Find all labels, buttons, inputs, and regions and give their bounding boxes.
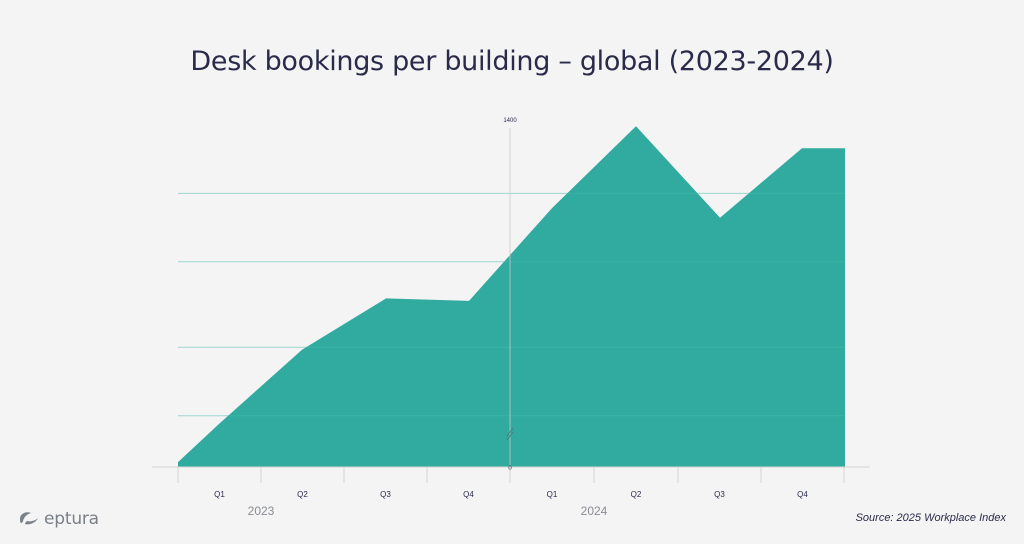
brand-name: eptura [44,509,99,529]
x-tick-label-1: Q1 [214,490,225,499]
year-label-2024: 2024 [581,504,608,518]
x-tick-label-8: Q4 [797,490,808,499]
area-series [178,126,845,467]
x-tick-label-6: Q2 [631,490,642,499]
eptura-logo: eptura [18,509,99,529]
year-label-2023: 2023 [248,504,275,518]
x-tick-label-3: Q3 [380,490,391,499]
y-tick-label-top: 1400 [503,118,517,124]
chart-title: Desk bookings per building – global (202… [190,46,834,77]
x-tick-label-4: Q4 [463,490,474,499]
axis-break-mark [506,427,514,441]
x-tick-label-2: Q2 [297,490,308,499]
x-tick-label-5: Q1 [547,490,558,499]
source-note: Source: 2025 Workplace Index [855,512,1006,524]
x-tick-label-7: Q3 [714,490,725,499]
eptura-leaf-icon [20,512,38,525]
